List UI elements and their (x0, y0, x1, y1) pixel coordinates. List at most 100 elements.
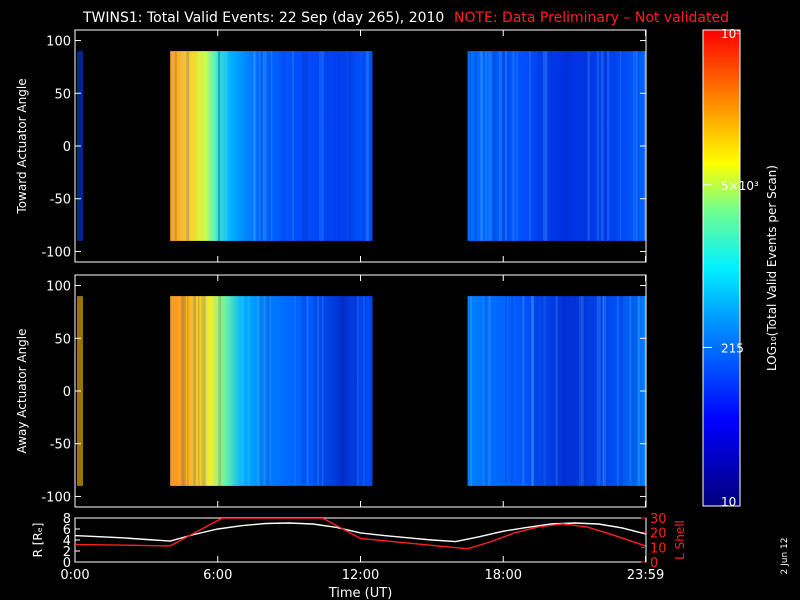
toward-streak (186, 51, 190, 241)
away-ytick-label: 0 (63, 385, 71, 400)
toward-streak (338, 51, 340, 241)
colorbar: 10⁵ 5×10³ 215 10 LOG₁₀(Total Valid Events p… (702, 27, 779, 509)
orbit-xtick-label: 0:00 (60, 568, 89, 583)
away-ylabel: Away Actuator Angle (15, 328, 29, 453)
toward-streak (306, 51, 308, 241)
toward-streak (600, 51, 604, 241)
away-streak (542, 296, 545, 486)
away-streak (369, 296, 372, 486)
toward-streak (259, 51, 261, 241)
side-date-label: 2 Jun 12 (780, 538, 790, 575)
toward-streak (208, 51, 211, 241)
colorbar-gradient (702, 29, 741, 507)
away-streak (535, 296, 539, 486)
away-streak (357, 296, 359, 486)
toward-streak (302, 51, 304, 241)
away-streak (301, 296, 305, 486)
away-streak (543, 296, 546, 486)
away-streak (363, 296, 367, 486)
toward-streak (219, 51, 222, 241)
away-streak (605, 296, 607, 486)
away-streak (205, 296, 207, 486)
toward-ytick-label: 50 (54, 87, 71, 102)
toward-streak (604, 51, 608, 241)
toward-streak (365, 51, 369, 241)
away-streak (260, 296, 263, 486)
orbit-xtick-label: 23:59 (627, 568, 664, 583)
away-streak (632, 296, 635, 486)
toward-ytick-label: -50 (50, 193, 71, 208)
away-streak (214, 296, 217, 486)
toward-streak (604, 51, 607, 241)
away-streak (602, 296, 606, 486)
away-streak (521, 296, 525, 486)
toward-ylabel: Toward Actuator Angle (15, 78, 29, 214)
toward-streak (633, 51, 635, 241)
toward-ytick-label: -100 (41, 245, 71, 260)
away-streak (628, 296, 632, 486)
toward-streak (474, 51, 478, 241)
away-streak (485, 296, 487, 486)
toward-streak (635, 51, 638, 241)
toward-streak (369, 51, 372, 241)
away-streak (191, 296, 194, 486)
toward-streak (504, 51, 508, 241)
away-streak (520, 296, 522, 486)
toward-streak (224, 51, 228, 241)
orbit-left-tick-label: 8 (63, 512, 71, 527)
away-streak (193, 296, 196, 486)
toward-streak (280, 51, 283, 241)
toward-streak (262, 51, 266, 241)
toward-streak (348, 51, 351, 241)
orbit-xtick-label: 6:00 (203, 568, 232, 583)
away-ytick-label: -100 (41, 490, 71, 505)
orbit-right-tick-label: 20 (650, 527, 667, 542)
toward-streak (469, 51, 471, 241)
toward-streak (171, 51, 174, 241)
away-streak (170, 296, 173, 486)
toward-streak (614, 51, 616, 241)
away-streak (577, 296, 581, 486)
away-streak (628, 296, 632, 486)
toward-streak (596, 51, 600, 241)
toward-data-block-2 (467, 51, 646, 241)
toward-streak (583, 51, 587, 241)
away-streak (363, 296, 365, 486)
orbit-left-tick-label: 2 (63, 545, 71, 560)
away-streak (573, 296, 576, 486)
toward-streak (528, 51, 531, 241)
toward-streak (194, 51, 197, 241)
away-streak (229, 296, 231, 486)
away-streak (562, 296, 566, 486)
away-streak (602, 296, 604, 486)
orbit-left-tick-label: 6 (63, 523, 71, 538)
away-streak (306, 296, 309, 486)
toward-streak (504, 51, 506, 241)
toward-streak (543, 51, 546, 241)
orbit-right-tick-label: 10 (650, 541, 667, 556)
toward-panel: 100 50 0 -50 -100 Toward Actuator Angle (15, 29, 648, 263)
toward-ytick-label: 0 (63, 140, 71, 155)
away-streak (345, 296, 348, 486)
away-streak (596, 296, 599, 486)
toward-streak (326, 51, 329, 241)
toward-streak (537, 51, 541, 241)
toward-streak (261, 51, 263, 241)
toward-streak (493, 51, 497, 241)
away-streak (322, 296, 325, 486)
l-shell-series-line (75, 518, 646, 550)
orbit-xtick-label: 18:00 (485, 568, 522, 583)
orbit-left-ylabel: R [Rₑ] (31, 523, 45, 558)
toward-streak (488, 51, 491, 241)
toward-streak (303, 51, 307, 241)
preliminary-note: NOTE: Data Preliminary – Not validated (454, 10, 729, 26)
colorbar-tick-label: 10⁵ (721, 27, 741, 41)
toward-streak (502, 51, 504, 241)
toward-streak (506, 51, 510, 241)
colorbar-tick-label: 10 (721, 495, 736, 509)
orbit-xlabel: Time (UT) (328, 586, 393, 600)
toward-streak (261, 51, 264, 241)
toward-streak (213, 51, 216, 241)
toward-streak (180, 51, 184, 241)
